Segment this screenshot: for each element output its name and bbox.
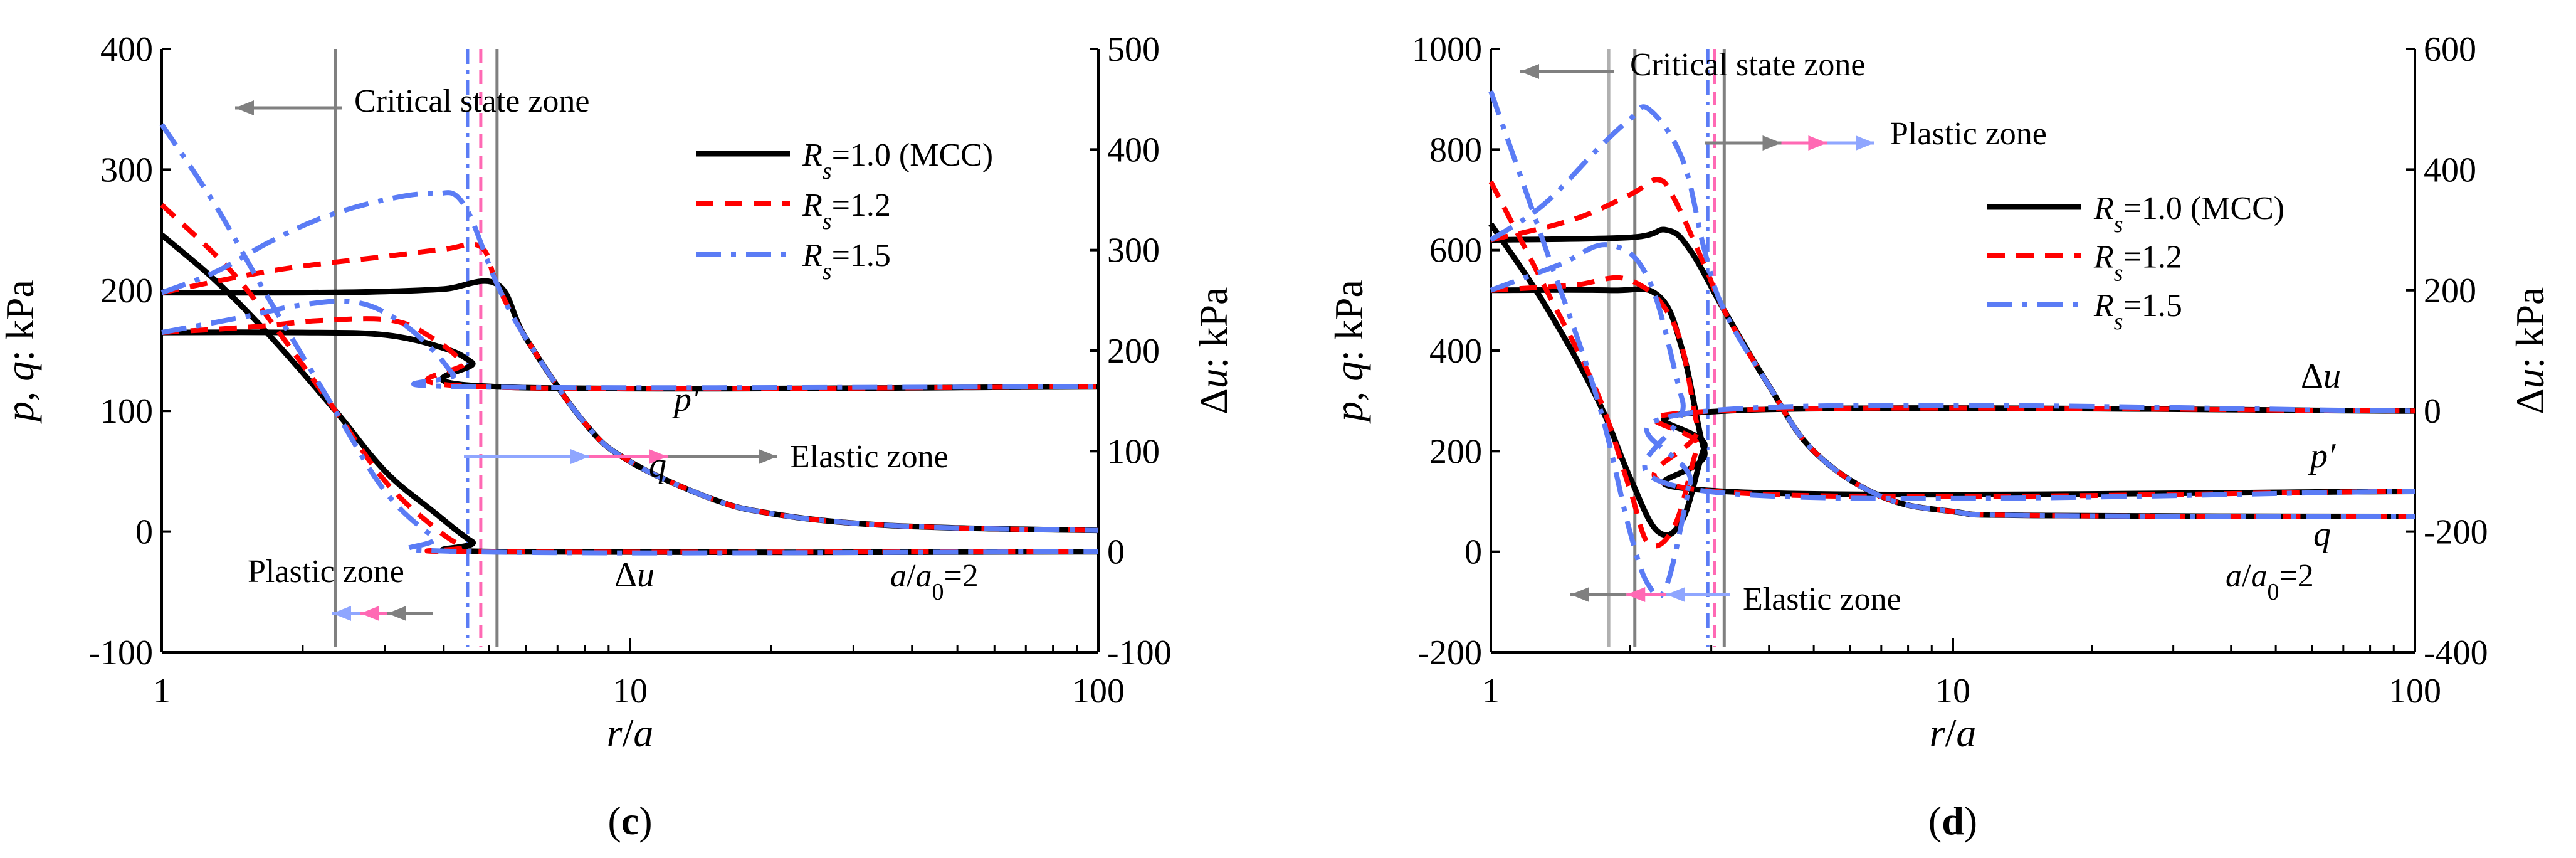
legend-label: Rs=1.5 bbox=[2093, 288, 2182, 335]
y-right-tick-label: 400 bbox=[1107, 130, 1160, 169]
series-q-rs-1-0 bbox=[161, 278, 1099, 534]
series-q-rs-1-5 bbox=[1489, 104, 2416, 519]
y-right-tick-label: 500 bbox=[1107, 30, 1160, 69]
series-p-rs-1-5 bbox=[161, 299, 1099, 391]
x-tick-label: 10 bbox=[612, 672, 648, 711]
y-right-tick-label: 0 bbox=[2424, 392, 2441, 431]
plastic-arrow-c-head bbox=[332, 606, 351, 621]
series-p-rs-1-2 bbox=[1490, 275, 2416, 499]
x-axis-title: r/a bbox=[1930, 711, 1977, 755]
elastic-arrow-c-head bbox=[1570, 587, 1589, 602]
y-right-tick-label: 100 bbox=[1107, 432, 1160, 471]
series-p-rs-1-0 bbox=[1490, 286, 2416, 498]
plastic-arrow-b-head bbox=[360, 606, 379, 621]
series--u-rs-1-0 bbox=[1488, 222, 2416, 538]
y-left-tick-label: -100 bbox=[88, 633, 153, 672]
y-left-tick-label: 400 bbox=[1429, 332, 1482, 371]
plastic-arrow-c-head bbox=[1856, 135, 1874, 151]
series--u-rs-1-0 bbox=[160, 233, 1099, 556]
elastic-arrow-a-head bbox=[1666, 587, 1685, 602]
curve-label: q bbox=[2313, 515, 2331, 554]
plastic-arrow-a-head bbox=[1762, 135, 1782, 151]
ratio-annotation: a/a0=2 bbox=[2226, 558, 2314, 605]
y-left-axis-title: p, q: kPa bbox=[1327, 280, 1371, 424]
y-left-tick-label: 300 bbox=[100, 151, 153, 189]
y-left-tick-label: 400 bbox=[100, 30, 153, 69]
y-right-tick-label: 200 bbox=[1107, 332, 1160, 371]
panel-label: (c) bbox=[607, 798, 652, 843]
critical-zone-arrow-head bbox=[1520, 64, 1539, 79]
y-left-axis-title: p, q: kPa bbox=[0, 280, 42, 424]
y-left-tick-label: 0 bbox=[135, 513, 153, 552]
critical-zone-label: Critical state zone bbox=[1630, 47, 1865, 83]
curve-label: q bbox=[649, 446, 666, 485]
series--u-rs-1-2 bbox=[1488, 180, 2416, 549]
y-left-tick-label: 200 bbox=[100, 272, 153, 310]
plastic-arrow-a-head bbox=[387, 606, 406, 621]
series-p-rs-1-2 bbox=[161, 316, 1099, 391]
series-q-rs-1-5 bbox=[160, 190, 1099, 533]
legend-label: Rs=1.0 (MCC) bbox=[802, 137, 993, 184]
legend-label: Rs=1.5 bbox=[802, 238, 891, 285]
y-left-tick-label: 1000 bbox=[1412, 30, 1482, 69]
critical-zone-label: Critical state zone bbox=[354, 83, 589, 119]
legend-label: Rs=1.2 bbox=[2093, 240, 2182, 287]
x-tick-label: 1 bbox=[1482, 672, 1500, 711]
y-right-tick-label: 400 bbox=[2424, 151, 2476, 189]
plastic-arrow-b-head bbox=[1808, 135, 1827, 151]
series-p-rs-1-5 bbox=[1490, 242, 2416, 502]
y-right-tick-label: 600 bbox=[2424, 30, 2476, 69]
x-axis-title: r/a bbox=[607, 711, 654, 755]
legend-label: Rs=1.0 (MCC) bbox=[2093, 191, 2284, 238]
y-left-tick-label: 100 bbox=[100, 392, 153, 431]
series-q-rs-1-2 bbox=[1490, 177, 2416, 519]
curve-label: p′ bbox=[2308, 437, 2336, 475]
ratio-annotation: a/a0=2 bbox=[890, 558, 979, 605]
y-left-tick-label: 200 bbox=[1429, 432, 1482, 471]
plastic-zone-label: Plastic zone bbox=[248, 554, 404, 590]
series--u-rs-1-5 bbox=[1488, 90, 2416, 600]
curve-label: p′ bbox=[671, 380, 700, 419]
y-left-tick-label: 800 bbox=[1429, 130, 1482, 169]
y-left-tick-label: 0 bbox=[1464, 533, 1482, 572]
critical-zone-arrow-head bbox=[235, 100, 254, 115]
elastic-arrow-a-head bbox=[570, 449, 589, 464]
y-left-tick-label: -200 bbox=[1417, 633, 1482, 672]
y-left-tick-label: 600 bbox=[1429, 231, 1482, 270]
series--u-rs-1-2 bbox=[160, 203, 1099, 555]
y-right-axis-title: Δu: kPa bbox=[1191, 287, 1236, 415]
elastic-arrow-c-head bbox=[759, 449, 777, 464]
legend-label: Rs=1.2 bbox=[802, 188, 891, 235]
y-right-tick-label: -400 bbox=[2424, 633, 2488, 672]
elastic-arrow-b-head bbox=[1626, 587, 1646, 602]
elastic-zone-label: Elastic zone bbox=[790, 439, 949, 475]
curve-label: Δu bbox=[2301, 357, 2341, 396]
x-tick-label: 1 bbox=[153, 672, 171, 711]
elastic-zone-label: Elastic zone bbox=[1743, 581, 1901, 617]
y-right-tick-label: -100 bbox=[1107, 633, 1172, 672]
panel-label: (d) bbox=[1928, 798, 1977, 843]
panel-c: -100 0 100 200 300 400 -100 0 100 200 300 400 500 1 10… bbox=[0, 30, 1236, 843]
elastic-arrow-b-head bbox=[649, 449, 668, 464]
x-tick-label: 100 bbox=[2389, 672, 2441, 711]
series--u-rs-1-5 bbox=[159, 123, 1099, 556]
y-right-tick-label: 0 bbox=[1107, 533, 1125, 572]
y-right-axis-title: Δu: kPa bbox=[2508, 287, 2552, 415]
curve-label: Δu bbox=[614, 556, 655, 595]
panel-d: -200 0 200 400 600 800 1000 -400 -200 0 200 400 600 1… bbox=[1327, 30, 2552, 843]
y-right-tick-label: 300 bbox=[1107, 231, 1160, 270]
y-right-tick-label: -200 bbox=[2424, 513, 2488, 552]
x-tick-label: 100 bbox=[1072, 672, 1125, 711]
y-right-tick-label: 200 bbox=[2424, 272, 2476, 310]
x-tick-label: 10 bbox=[1935, 672, 1970, 711]
plastic-zone-label: Plastic zone bbox=[1890, 116, 2047, 152]
